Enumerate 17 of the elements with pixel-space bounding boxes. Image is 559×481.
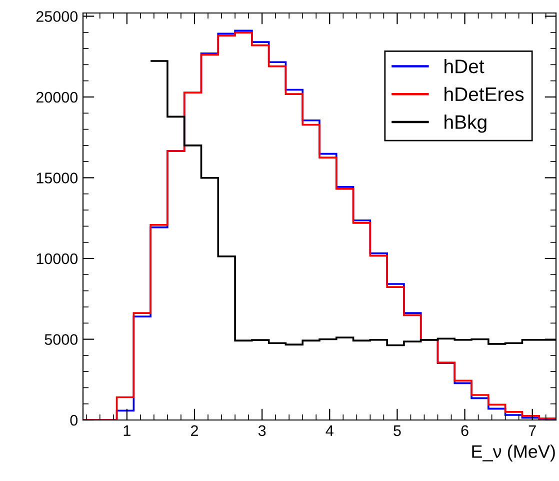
y-tick-label: 10000 (36, 253, 78, 264)
x-axis-title: E_ν (MeV) (472, 444, 555, 462)
y-tick-label: 20000 (36, 92, 78, 103)
x-tick-label: 1 (124, 425, 130, 436)
legend-label: hBkg (444, 114, 486, 133)
x-tick-label: 7 (528, 425, 536, 436)
legend-label: hDet (444, 58, 484, 74)
x-tick-label: 3 (258, 425, 266, 436)
legend-label: hDetEres (444, 86, 524, 102)
x-tick-label: 5 (394, 425, 401, 436)
x-tick-label: 2 (191, 425, 198, 436)
y-tick-label: 5000 (44, 334, 78, 345)
y-tick-label: 15000 (36, 172, 78, 184)
y-tick-label: 0 (70, 414, 78, 426)
y-tick-label: 25000 (36, 11, 78, 22)
x-tick-label: 6 (461, 425, 468, 436)
x-tick-label: 4 (326, 425, 334, 436)
